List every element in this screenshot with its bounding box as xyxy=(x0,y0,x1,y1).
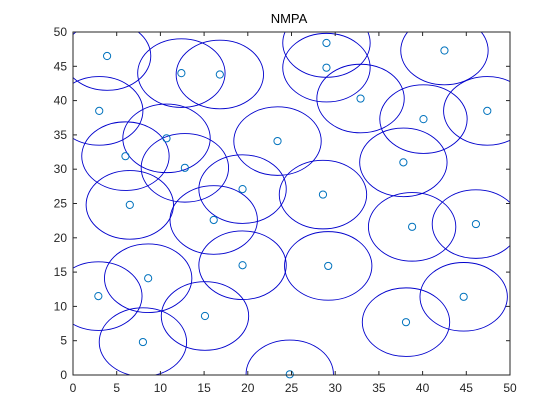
sensor-point xyxy=(483,106,492,115)
sensor-point xyxy=(162,134,171,143)
sensor-point xyxy=(238,261,247,270)
sensor-point xyxy=(215,70,224,79)
coverage-circle xyxy=(73,76,144,146)
x-tick-label: 40 xyxy=(416,381,430,395)
x-tick-label: 45 xyxy=(460,381,474,395)
coverage-circle xyxy=(245,339,334,375)
y-tick-label: 35 xyxy=(54,128,68,142)
sensor-point xyxy=(399,158,408,167)
sensor-point xyxy=(440,46,449,55)
sensor-point xyxy=(177,69,186,78)
y-tick-label: 45 xyxy=(54,59,68,73)
sensor-point xyxy=(471,219,481,229)
sensor-point xyxy=(95,106,104,115)
sensor-point xyxy=(200,311,210,321)
coverage-circle xyxy=(160,281,250,351)
coverage-circle xyxy=(198,154,287,224)
sensor-point xyxy=(121,152,130,161)
x-axis: 0 5 10 15 20 25 30 35 40 45 50 xyxy=(70,32,517,395)
sensor-point xyxy=(356,94,365,103)
coverage-circle xyxy=(379,84,468,154)
coverage-circle xyxy=(419,262,508,332)
coverage-circles xyxy=(73,32,510,375)
sensor-point xyxy=(144,274,153,283)
y-tick-label: 10 xyxy=(54,299,68,313)
sensor-point xyxy=(180,163,189,172)
x-tick-label: 20 xyxy=(241,381,255,395)
sensor-point xyxy=(138,337,148,347)
coverage-circle xyxy=(140,133,230,203)
x-tick-label: 5 xyxy=(113,381,120,395)
sensor-markers xyxy=(94,38,492,379)
coverage-circle xyxy=(122,103,211,174)
x-tick-label: 25 xyxy=(285,381,299,395)
coverage-circle xyxy=(278,159,368,230)
y-tick-label: 5 xyxy=(60,334,67,348)
y-tick-label: 30 xyxy=(54,162,68,176)
coverage-circle xyxy=(361,287,451,357)
coverage-circle xyxy=(284,231,373,301)
sensor-point xyxy=(273,136,282,146)
y-tick-label: 0 xyxy=(60,368,67,382)
plot-area xyxy=(73,32,510,375)
coverage-circle xyxy=(443,76,510,146)
sensor-point xyxy=(238,184,247,194)
coverage-circle xyxy=(431,189,510,259)
x-tick-label: 10 xyxy=(154,381,168,395)
y-tick-label: 20 xyxy=(54,231,68,245)
coverage-circle xyxy=(316,63,405,134)
coverage-circle xyxy=(98,307,188,375)
coverage-circle xyxy=(73,32,152,91)
y-axis: 0 5 10 15 20 25 30 35 40 45 50 xyxy=(54,25,510,382)
coverage-circle xyxy=(81,121,170,191)
x-tick-label: 50 xyxy=(503,381,517,395)
coverage-circle xyxy=(137,38,226,108)
sensor-point xyxy=(125,200,134,209)
coverage-circle xyxy=(233,106,322,176)
sensor-point xyxy=(285,370,294,379)
chart-title: NMPA xyxy=(271,11,308,26)
sensor-point xyxy=(318,190,328,199)
x-tick-label: 30 xyxy=(329,381,343,395)
y-tick-label: 25 xyxy=(54,197,68,211)
coverage-circle xyxy=(104,243,193,314)
sensor-point xyxy=(324,261,333,271)
coverage-circle xyxy=(85,170,174,240)
sensor-point xyxy=(94,292,103,301)
coverage-circle xyxy=(169,185,258,255)
sensor-point xyxy=(459,292,468,301)
coverage-circle xyxy=(400,32,489,86)
sensor-point xyxy=(102,51,112,61)
sensor-point xyxy=(419,115,428,124)
x-tick-label: 0 xyxy=(70,381,77,395)
x-tick-label: 35 xyxy=(372,381,386,395)
y-tick-label: 40 xyxy=(54,94,68,108)
y-tick-label: 15 xyxy=(54,265,68,279)
sensor-point xyxy=(401,318,411,327)
coverage-circle xyxy=(282,32,371,103)
coverage-circle xyxy=(359,127,448,198)
x-tick-label: 15 xyxy=(197,381,211,395)
sensor-point xyxy=(209,215,218,225)
coverage-circle xyxy=(175,39,264,110)
sensor-point xyxy=(322,63,331,72)
coverage-circle xyxy=(367,192,457,262)
coverage-circle xyxy=(198,230,287,300)
sensor-point xyxy=(408,222,417,231)
sensor-point xyxy=(322,38,331,48)
y-tick-label: 50 xyxy=(54,25,68,39)
coverage-circle xyxy=(73,261,143,331)
